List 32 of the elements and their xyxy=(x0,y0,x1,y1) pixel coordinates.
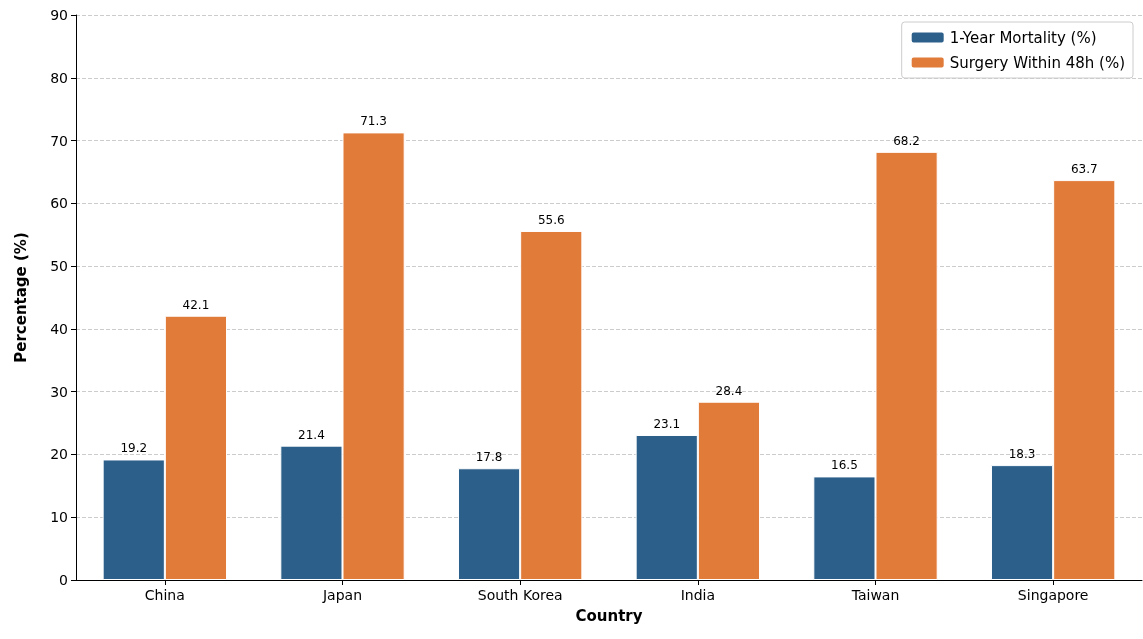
y-tick-label: 20 xyxy=(50,446,68,463)
data-label: 55.6 xyxy=(537,212,565,227)
data-label: 42.1 xyxy=(182,297,210,312)
y-tick-label: 80 xyxy=(50,69,68,86)
y-axis-title: Percentage (%) xyxy=(11,232,30,363)
y-tick-label: 0 xyxy=(59,572,68,588)
data-label: 63.7 xyxy=(1070,162,1098,177)
x-tick-label: Singapore xyxy=(1017,587,1089,603)
y-tick-label: 50 xyxy=(50,258,68,275)
x-tick-label: China xyxy=(144,587,185,603)
data-label: 68.2 xyxy=(893,133,920,148)
y-tick-label: 40 xyxy=(50,320,68,337)
y-tick-label: 60 xyxy=(50,195,68,212)
legend-label: 1-Year Mortality (%) xyxy=(949,28,1097,47)
data-label: 71.3 xyxy=(360,114,387,129)
data-label: 19.2 xyxy=(120,441,148,456)
x-tick-label: Taiwan xyxy=(850,587,900,603)
data-label: 28.4 xyxy=(715,383,743,398)
y-tick-label: 90 xyxy=(50,7,68,23)
data-label: 18.3 xyxy=(1008,447,1036,462)
data-label: 21.4 xyxy=(298,427,325,442)
x-tick-label: South Korea xyxy=(477,587,563,603)
data-label: 17.8 xyxy=(475,450,503,465)
y-tick-label: 30 xyxy=(50,383,68,400)
x-tick-label: India xyxy=(680,587,716,603)
y-tick-label: 70 xyxy=(50,132,68,149)
data-label: 16.5 xyxy=(831,458,858,473)
legend-label: Surgery Within 48h (%) xyxy=(949,53,1125,72)
data-label: 23.1 xyxy=(653,416,681,431)
x-tick-label: Japan xyxy=(321,587,363,603)
x-axis-title: Country xyxy=(575,606,643,625)
y-tick-label: 10 xyxy=(50,509,68,526)
